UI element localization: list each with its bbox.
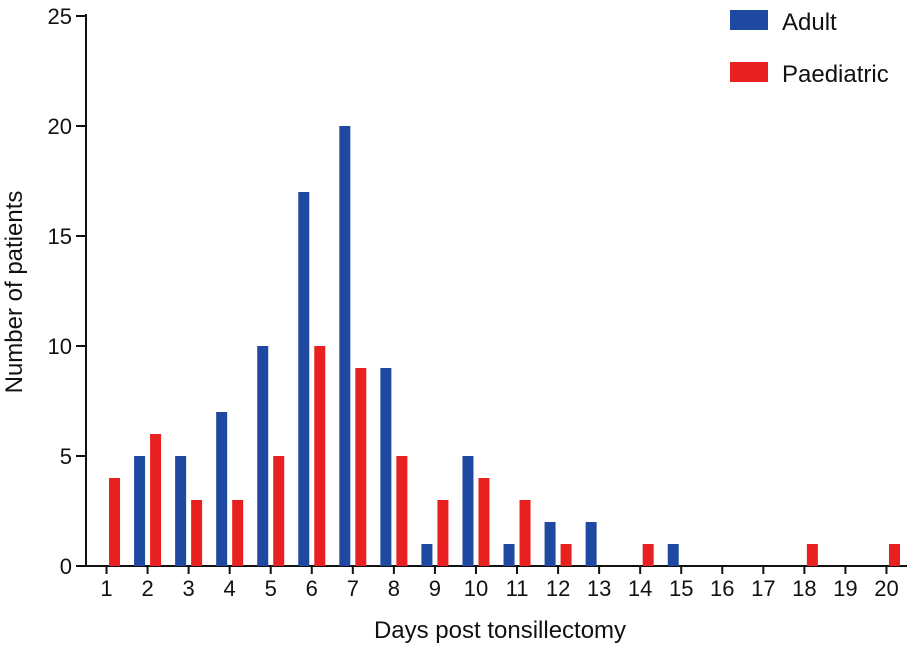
bar-paediatric-7: [355, 368, 367, 566]
x-tick-label-5: 5: [265, 576, 277, 601]
x-tick-label-9: 9: [429, 576, 441, 601]
legend: Adult Paediatric: [730, 9, 889, 88]
bar-paediatric-6: [314, 346, 326, 566]
x-tick-label-1: 1: [100, 576, 112, 601]
y-tick-label-20: 20: [48, 114, 72, 139]
x-tick-label-7: 7: [347, 576, 359, 601]
bar-adult-12: [544, 522, 556, 566]
x-tick-label-14: 14: [628, 576, 652, 601]
bar-adult-10: [462, 456, 474, 566]
x-tick-label-16: 16: [710, 576, 734, 601]
x-tick-label-13: 13: [587, 576, 611, 601]
x-tick-label-4: 4: [224, 576, 236, 601]
x-axis-title: Days post tonsillectomy: [374, 617, 626, 644]
y-tick-label-5: 5: [60, 444, 72, 469]
bar-adult-5: [257, 346, 269, 566]
bar-adult-8: [380, 368, 392, 566]
x-tick-label-17: 17: [751, 576, 775, 601]
bar-paediatric-11: [519, 500, 531, 566]
x-tick-label-20: 20: [874, 576, 898, 601]
bar-paediatric-18: [806, 544, 818, 566]
bar-adult-11: [503, 544, 515, 566]
x-tick-label-3: 3: [183, 576, 195, 601]
x-tick-label-2: 2: [141, 576, 153, 601]
legend-swatch-paediatric: [730, 62, 768, 82]
x-tick-label-8: 8: [388, 576, 400, 601]
bar-paediatric-4: [232, 500, 244, 566]
legend-label-adult: Adult: [782, 9, 837, 36]
bar-paediatric-5: [273, 456, 285, 566]
bar-adult-7: [339, 126, 351, 566]
x-tick-label-19: 19: [833, 576, 857, 601]
x-tick-label-10: 10: [464, 576, 488, 601]
x-tick-label-18: 18: [792, 576, 816, 601]
bar-adult-13: [585, 522, 597, 566]
bar-paediatric-3: [191, 500, 203, 566]
y-tick-label-25: 25: [48, 4, 72, 29]
x-tick-label-12: 12: [546, 576, 570, 601]
bar-paediatric-1: [109, 478, 121, 566]
bar-paediatric-12: [560, 544, 572, 566]
y-axis-title: Number of patients: [1, 191, 28, 394]
bar-paediatric-8: [396, 456, 408, 566]
bar-adult-9: [421, 544, 433, 566]
y-tick-label-10: 10: [48, 334, 72, 359]
bar-paediatric-9: [437, 500, 449, 566]
bar-paediatric-10: [478, 478, 490, 566]
bar-adult-4: [216, 412, 228, 566]
bar-paediatric-14: [642, 544, 654, 566]
bar-paediatric-2: [150, 434, 162, 566]
x-tick-label-15: 15: [669, 576, 693, 601]
legend-swatch-adult: [730, 10, 768, 30]
bars: [109, 126, 900, 566]
x-tick-label-11: 11: [506, 576, 529, 601]
y-tick-label-0: 0: [60, 554, 72, 579]
bar-adult-3: [175, 456, 187, 566]
bar-adult-2: [134, 456, 146, 566]
x-tick-label-6: 6: [306, 576, 318, 601]
bar-paediatric-20: [888, 544, 900, 566]
y-tick-label-15: 15: [48, 224, 72, 249]
bar-adult-15: [667, 544, 679, 566]
legend-label-paediatric: Paediatric: [782, 61, 889, 88]
bar-adult-6: [298, 192, 310, 566]
